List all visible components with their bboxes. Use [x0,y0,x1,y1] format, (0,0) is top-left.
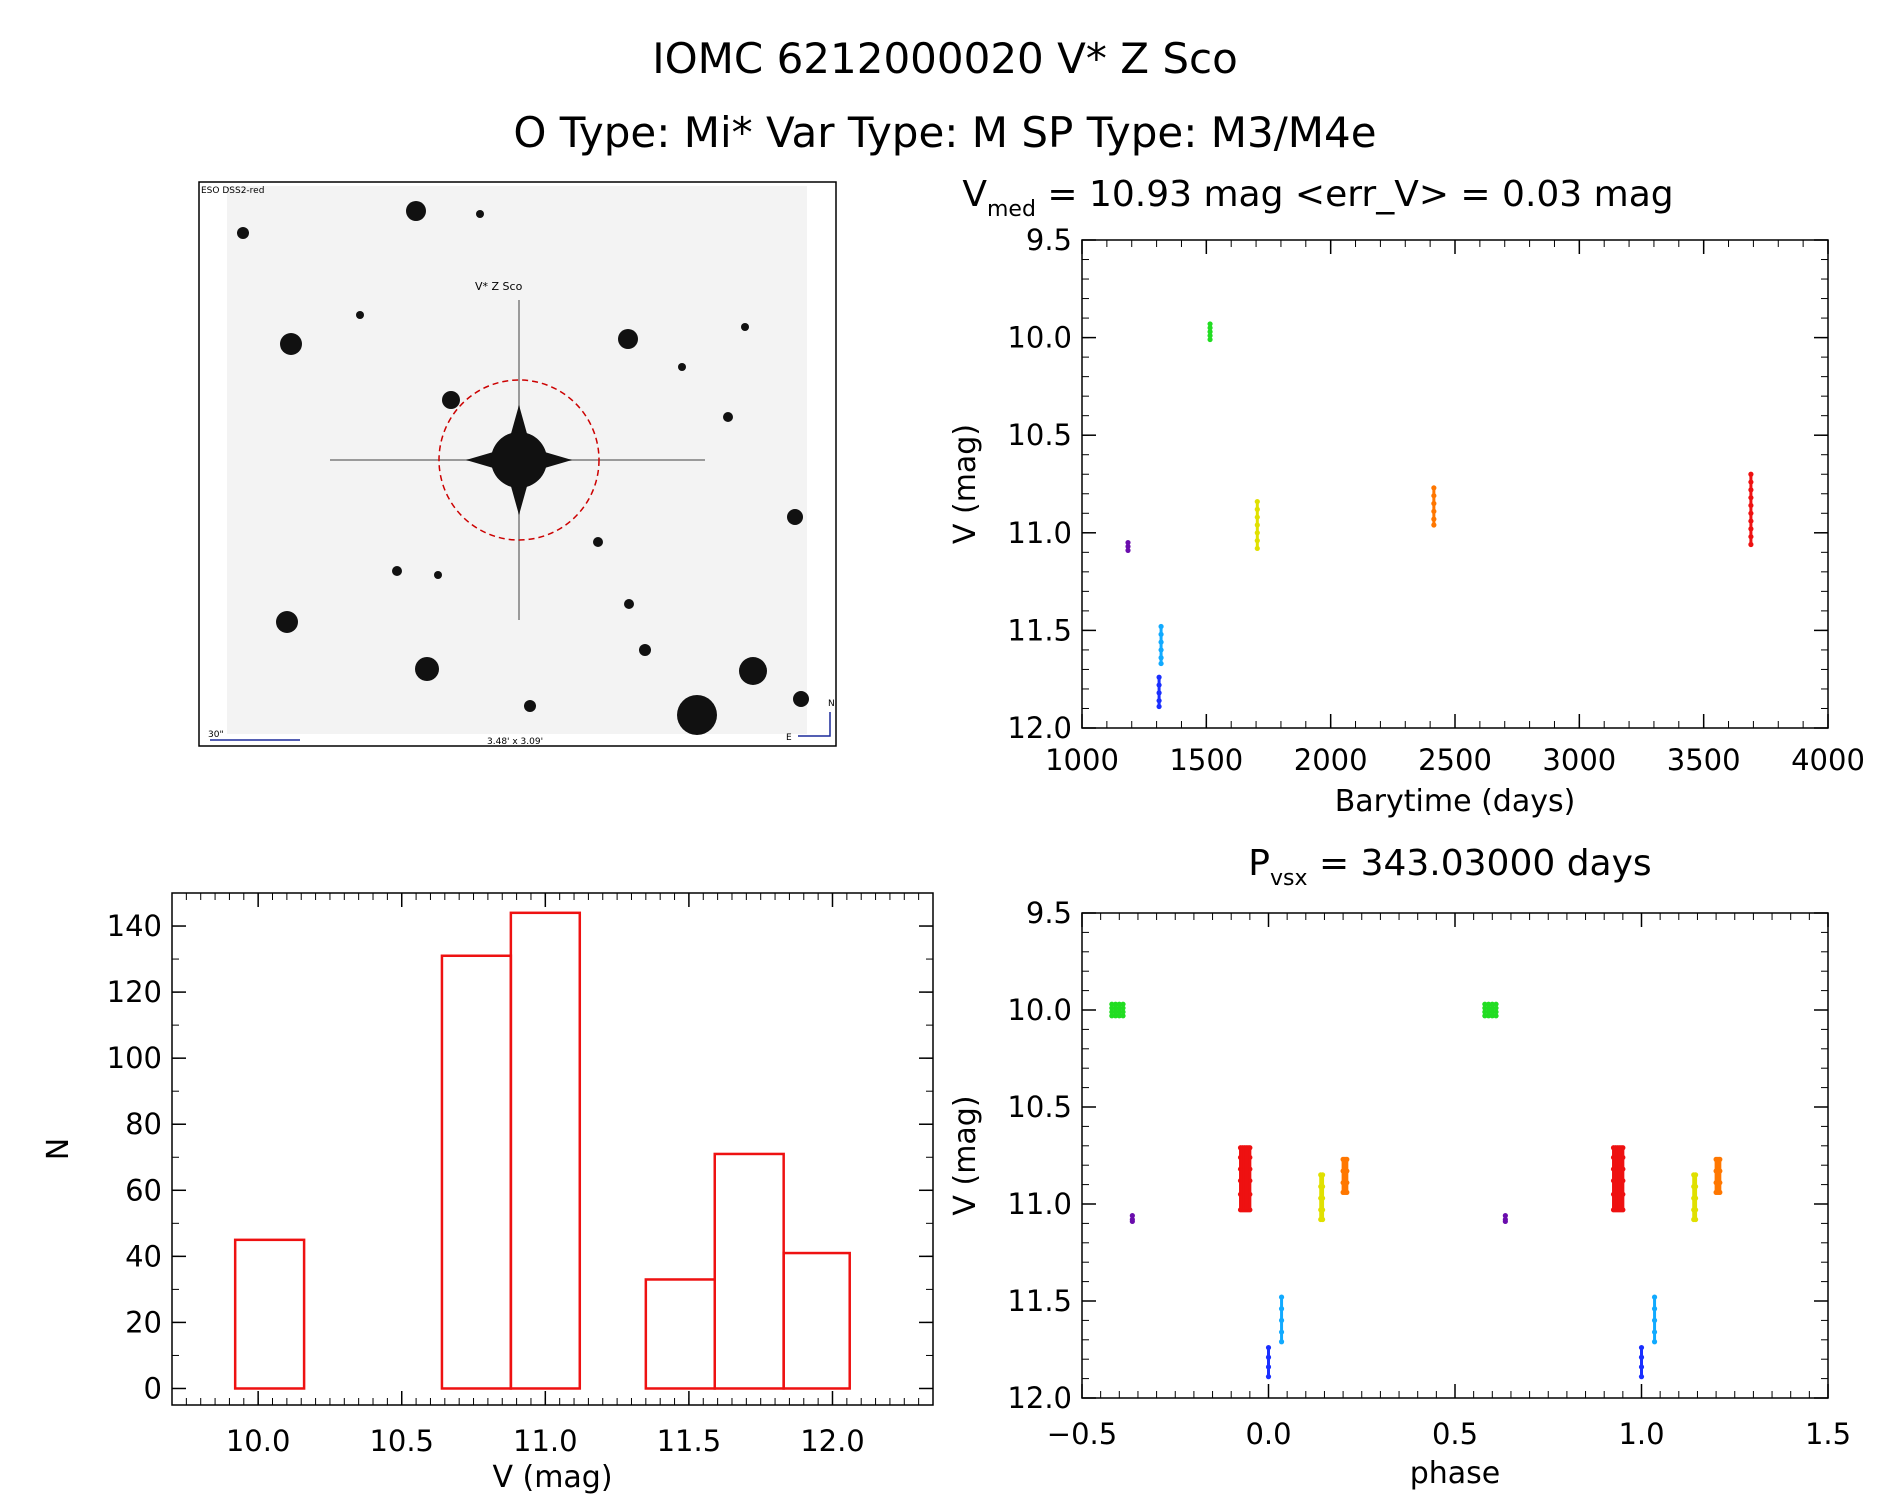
lightcurve-ytick-label: 10.0 [1007,321,1072,355]
lightcurve-ytick-label: 9.5 [1026,223,1072,257]
histogram-xlabel: V (mag) [492,1460,612,1494]
figure-subtitle: O Type: Mi* Var Type: M SP Type: M3/M4e [513,108,1376,157]
histogram-ylabel: N [41,1138,76,1160]
histogram-bar [440,954,513,1390]
phased-xtick-label: 1.5 [1805,1417,1851,1451]
histogram-plot: 10.0 10.5 11.0 11.5 12.0 0 20 40 60 80 100 120 140 V … [41,892,934,1494]
lightcurve-ytick-label: 11.0 [1007,516,1072,550]
phased-ytick-label: 11.5 [1007,1284,1072,1318]
phased-plot: Pvsx = 343.03000 days −0.5 0.0 0.5 1.0 1.5 9.… [948,843,1851,1491]
lightcurve-ytick-label: 11.5 [1007,613,1072,647]
finder-star [618,329,638,349]
finder-star [624,599,634,609]
histogram-ytick-label: 0 [144,1371,162,1405]
histogram-xtick-label: 12.0 [800,1424,865,1458]
lightcurve-ytick-label: 10.5 [1007,418,1072,452]
target-label: V* Z Sco [475,280,523,293]
finder-star [524,700,536,712]
histogram-xtick-label: 10.5 [369,1424,434,1458]
finder-star [276,611,298,633]
phased-ytick-label: 11.0 [1007,1187,1072,1221]
histogram-xtick-label: 11.5 [657,1424,722,1458]
histogram-bar [713,1152,785,1390]
figure-title: IOMC 6212000020 V* Z Sco [652,34,1238,83]
finder-star [677,695,717,735]
phased-ytick-label: 9.5 [1026,896,1072,930]
lightcurve-xtick-label: 1500 [1169,743,1243,777]
fov-label: 3.48' x 3.09' [487,737,543,747]
phased-axes-frame [1081,912,1829,1399]
target-star-core [491,432,547,488]
finder-star [741,323,749,331]
histogram-bar [509,911,582,1390]
lightcurve-ytick-label: 12.0 [1007,711,1072,745]
finder-star [678,363,686,371]
lightcurve-axes-frame [1081,239,1829,729]
finder-stars [237,201,809,735]
lightcurve-xtick-label: 1000 [1045,743,1119,777]
lightcurve-xtick-label: 2500 [1418,743,1492,777]
histogram-ytick-label: 140 [107,909,162,943]
histogram-ytick-label: 40 [125,1239,162,1273]
finder-star [787,509,803,525]
histogram-ytick-label: 20 [125,1305,162,1339]
histogram-ytick-label: 100 [107,1041,162,1075]
phased-ytick-label: 10.5 [1007,1090,1072,1124]
compass-north-label: N [828,699,835,709]
histogram-ytick-label: 120 [107,975,162,1009]
finder-star [280,333,302,355]
finder-chart: V* Z Sco ESO DSS2-red 30" 3.48' x 3.09' … [198,181,837,747]
finder-star [392,566,402,576]
finder-star [406,201,426,221]
histogram-ytick-label: 80 [125,1107,162,1141]
histogram-bar [782,1251,851,1390]
finder-star [639,644,651,656]
phased-xtick-label: 0.5 [1432,1417,1478,1451]
lightcurve-xtick-label: 3000 [1542,743,1616,777]
lightcurve-xlabel: Barytime (days) [1335,784,1576,819]
finder-star [793,691,809,707]
finder-star [442,391,460,409]
phased-ytick-label: 12.0 [1007,1381,1072,1415]
phased-ylabel: V (mag) [948,1095,983,1215]
phased-xtick-label: 1.0 [1618,1417,1664,1451]
compass [798,712,831,737]
finder-star [237,227,249,239]
histogram-axes-frame [171,892,934,1406]
finder-star [415,657,439,681]
lightcurve-xtick-label: 4000 [1791,743,1865,777]
survey-label: ESO DSS2-red [201,186,264,196]
histogram-bar [233,1238,306,1390]
lightcurve-title: Vmed = 10.93 mag <err_V> = 0.03 mag [962,174,1673,222]
finder-star [739,657,767,685]
finder-star [723,412,733,422]
scale-label: 30" [208,730,224,740]
phased-ytick-label: 10.0 [1007,993,1072,1027]
phased-xtick-label: 0.0 [1245,1417,1291,1451]
finder-star [356,311,364,319]
histogram-xtick-label: 10.0 [226,1424,291,1458]
target-circle [438,379,600,541]
phased-title: Pvsx = 343.03000 days [1248,843,1651,891]
lightcurve-plot: Vmed = 10.93 mag <err_V> = 0.03 mag 1000… [948,174,1865,819]
phased-xlabel: phase [1410,1456,1501,1491]
lightcurve-ylabel: V (mag) [948,424,983,544]
histogram-bar [644,1278,717,1390]
finder-star [434,571,442,579]
finder-star [476,210,484,218]
histogram-ytick-label: 60 [125,1173,162,1207]
lightcurve-xtick-label: 2000 [1294,743,1368,777]
histogram-xtick-label: 11.0 [513,1424,578,1458]
phased-xtick-label: −0.5 [1047,1417,1117,1451]
compass-east-label: E [786,733,792,743]
lightcurve-xtick-label: 3500 [1667,743,1741,777]
finder-star [593,537,603,547]
